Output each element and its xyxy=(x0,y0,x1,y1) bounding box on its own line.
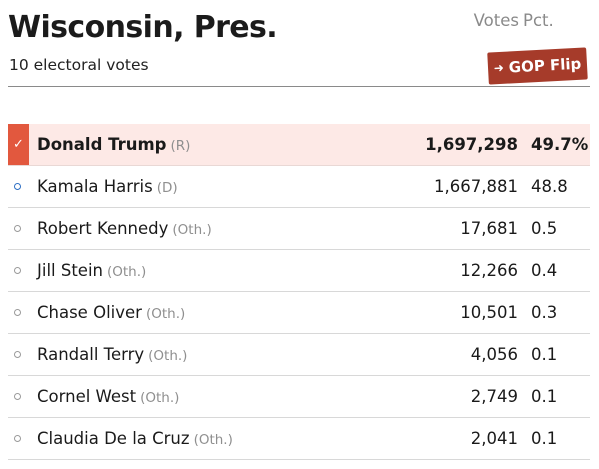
circle-bullet-icon xyxy=(14,393,21,400)
candidate-row-west: Cornel West (Oth.) 2,749 0.1 xyxy=(8,376,590,418)
circle-bullet-icon xyxy=(14,225,21,232)
candidate-votes: 17,681 xyxy=(460,219,518,238)
candidate-row-harris: Kamala Harris (D) 1,667,881 48.8 xyxy=(8,166,590,208)
candidate-votes: 4,056 xyxy=(470,345,518,364)
candidate-pct: 0.1 xyxy=(531,345,558,364)
candidate-row-trump: ✓ Donald Trump (R) 1,697,298 49.7% xyxy=(8,124,590,166)
candidate-name: Cornel West xyxy=(37,387,137,406)
candidate-party: (Oth.) xyxy=(107,264,147,280)
flip-badge-label: GOP Flip xyxy=(508,54,582,77)
votes-column-header: Votes xyxy=(473,11,519,30)
candidate-votes: 12,266 xyxy=(460,261,518,280)
electoral-votes-label: 10 electoral votes xyxy=(9,56,149,74)
pct-column-header: Pct. xyxy=(523,11,554,30)
candidate-name: Donald Trump xyxy=(37,135,167,154)
arrow-right-icon: ➜ xyxy=(493,60,505,76)
candidate-row-kennedy: Robert Kennedy (Oth.) 17,681 0.5 xyxy=(8,208,590,250)
candidate-name: Randall Terry xyxy=(37,345,145,364)
candidate-party: (Oth.) xyxy=(172,222,212,238)
header-divider xyxy=(8,86,590,87)
candidate-name: Chase Oliver xyxy=(37,303,142,322)
candidate-pct: 0.5 xyxy=(531,219,558,238)
candidate-row-terry: Randall Terry (Oth.) 4,056 0.1 xyxy=(8,334,590,376)
gop-flip-badge: ➜ GOP Flip xyxy=(487,47,588,85)
candidate-row-oliver: Chase Oliver (Oth.) 10,501 0.3 xyxy=(8,292,590,334)
candidate-votes: 10,501 xyxy=(460,303,518,322)
candidate-pct: 0.3 xyxy=(531,303,558,322)
candidate-name: Kamala Harris xyxy=(37,177,153,196)
candidate-name: Claudia De la Cruz xyxy=(37,429,190,448)
circle-bullet-icon xyxy=(14,267,21,274)
race-title: Wisconsin, Pres. xyxy=(8,10,278,45)
candidate-party: (Oth.) xyxy=(193,432,233,448)
circle-bullet-icon xyxy=(14,309,21,316)
candidate-votes: 1,697,298 xyxy=(425,135,518,154)
candidate-name: Robert Kennedy xyxy=(37,219,169,238)
candidate-pct: 0.4 xyxy=(531,261,558,280)
candidate-pct: 0.1 xyxy=(531,429,558,448)
candidate-name: Jill Stein xyxy=(37,261,103,280)
candidate-party: (D) xyxy=(156,180,178,196)
candidate-pct: 48.8 xyxy=(531,177,568,196)
circle-bullet-icon xyxy=(14,435,21,442)
candidate-party: (Oth.) xyxy=(145,306,186,322)
candidate-votes: 1,667,881 xyxy=(434,177,518,196)
checkmark-icon: ✓ xyxy=(8,124,29,165)
candidate-row-stein: Jill Stein (Oth.) 12,266 0.4 xyxy=(8,250,590,292)
candidate-pct: 49.7% xyxy=(531,135,589,154)
candidate-party: (Oth.) xyxy=(140,390,180,406)
candidate-votes: 2,749 xyxy=(470,387,518,406)
candidate-party: (R) xyxy=(170,138,191,154)
candidate-row-delacruz: Claudia De la Cruz (Oth.) 2,041 0.1 xyxy=(8,418,590,460)
candidate-votes: 2,041 xyxy=(470,429,518,448)
results-table: ✓ Donald Trump (R) 1,697,298 49.7% Kamala… xyxy=(8,124,590,460)
candidate-party: (Oth.) xyxy=(148,348,188,364)
candidate-pct: 0.1 xyxy=(531,387,558,406)
circle-bullet-icon xyxy=(14,183,21,190)
circle-bullet-icon xyxy=(14,351,21,358)
